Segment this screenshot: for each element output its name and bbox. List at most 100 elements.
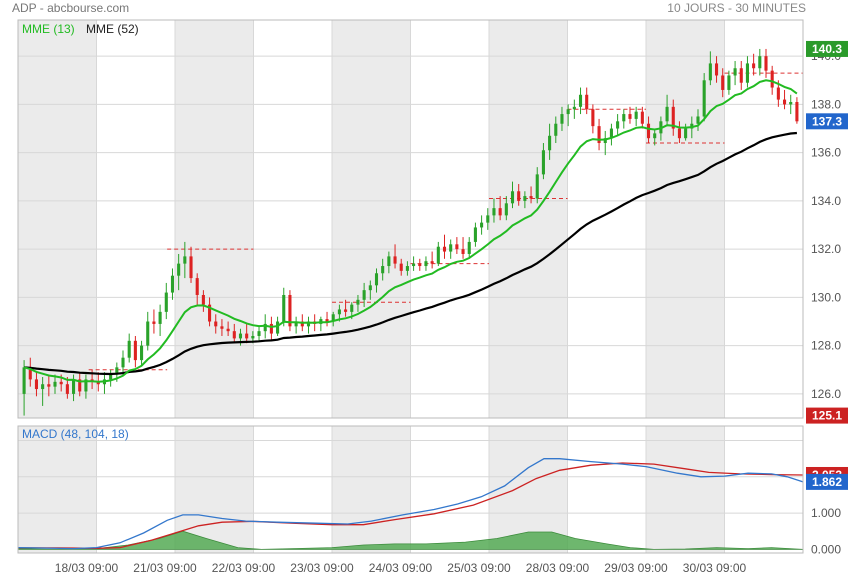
candle-body (170, 275, 175, 293)
candle-body (269, 323, 273, 334)
macd-tag: 1.862 (812, 475, 842, 489)
candle-body (628, 114, 632, 119)
candle-body (789, 102, 793, 105)
candle-body (510, 191, 515, 204)
candle-body (257, 331, 261, 336)
date-tick-label: 25/03 09:00 (447, 561, 511, 575)
candle-body (616, 121, 620, 129)
candle-body (418, 263, 422, 267)
macd-signal-line (18, 462, 804, 549)
legends: MME (13) MME (52) MACD (48, 104, 18) (22, 22, 139, 441)
candle-body (436, 246, 440, 264)
candle-body (684, 128, 688, 139)
chart-source-title: ADP - abcbourse.com (12, 1, 130, 15)
candle-body (467, 241, 471, 254)
candle-body (424, 261, 428, 267)
day-shade (175, 426, 254, 553)
chart-timeframe: 10 JOURS - 30 MINUTES (667, 1, 806, 15)
candle-body (84, 379, 88, 392)
price-tick-label: 132.0 (811, 242, 841, 256)
price-tag-bg (806, 113, 848, 130)
candle-body (232, 331, 236, 339)
candle-body (473, 227, 477, 242)
day-shade (18, 426, 97, 553)
candle-body (53, 381, 57, 387)
candle-body (609, 128, 613, 139)
date-tick-label: 22/03 09:00 (212, 561, 276, 575)
candle-body (276, 321, 280, 334)
candle-body (189, 256, 193, 279)
candle-body (164, 292, 168, 312)
candle-body (770, 70, 774, 88)
candle-body (640, 111, 644, 124)
candle-body (554, 123, 558, 136)
candle-body (127, 340, 131, 358)
price-tag-bg (806, 407, 848, 424)
candle-body (572, 106, 576, 110)
candle-body (764, 56, 768, 71)
resistance-lines (88, 72, 803, 371)
candle-body (282, 294, 286, 322)
legend-ema52: MME (52) (86, 22, 139, 36)
candle-body (758, 56, 762, 69)
candle-body (430, 261, 434, 264)
price-tick-label: 126.0 (811, 387, 841, 401)
candle-body (541, 150, 545, 175)
candle-body (78, 379, 82, 392)
candle-body (214, 321, 218, 327)
candle-body (622, 114, 626, 122)
candle-body (387, 256, 391, 267)
candle-body (374, 273, 379, 286)
date-tick-label: 30/03 09:00 (683, 561, 747, 575)
candle-body (498, 208, 502, 216)
macd-line (17, 458, 804, 550)
candle-body (646, 123, 651, 139)
candle-body (733, 68, 737, 76)
weekday-shading (18, 20, 725, 553)
candle-body (263, 323, 267, 332)
candle-body (251, 335, 255, 339)
price-tag-bg (806, 40, 848, 57)
day-shade (332, 426, 411, 553)
candle-body (133, 340, 137, 361)
candle-body (344, 309, 348, 312)
ema52-line (24, 131, 797, 376)
candle-body (65, 384, 69, 394)
candle-body (412, 263, 416, 267)
candle-body (96, 381, 100, 385)
candle-body (140, 345, 144, 361)
day-shade (646, 426, 725, 553)
price-panel-frame (17, 19, 804, 419)
ema13-line (23, 79, 798, 383)
candle-body (745, 63, 749, 83)
candle-body (578, 94, 583, 107)
candle-body (331, 314, 335, 322)
candle-body (517, 191, 521, 201)
candle-body (585, 94, 589, 110)
candle-body (560, 114, 564, 124)
candle-body (461, 249, 465, 254)
date-tick-label: 23/03 09:00 (290, 561, 354, 575)
candle-body (337, 309, 341, 315)
candle-body (208, 304, 212, 322)
date-tick-label: 28/03 09:00 (526, 561, 590, 575)
candle-body (486, 215, 490, 223)
day-shade (332, 20, 411, 418)
candle-body (294, 321, 298, 327)
candle-body (677, 128, 681, 139)
candle-body (350, 304, 354, 312)
day-shade (18, 20, 97, 418)
candle-body (146, 321, 150, 346)
candle-body (238, 333, 243, 339)
candle-body (72, 379, 76, 394)
candle-body (782, 99, 787, 105)
candle-body (727, 75, 731, 90)
candle-body (28, 369, 32, 380)
candle-body (47, 384, 51, 387)
candle-body (665, 106, 669, 122)
candle-body (752, 63, 756, 69)
candle-body (300, 321, 304, 327)
candle-body (702, 80, 706, 117)
